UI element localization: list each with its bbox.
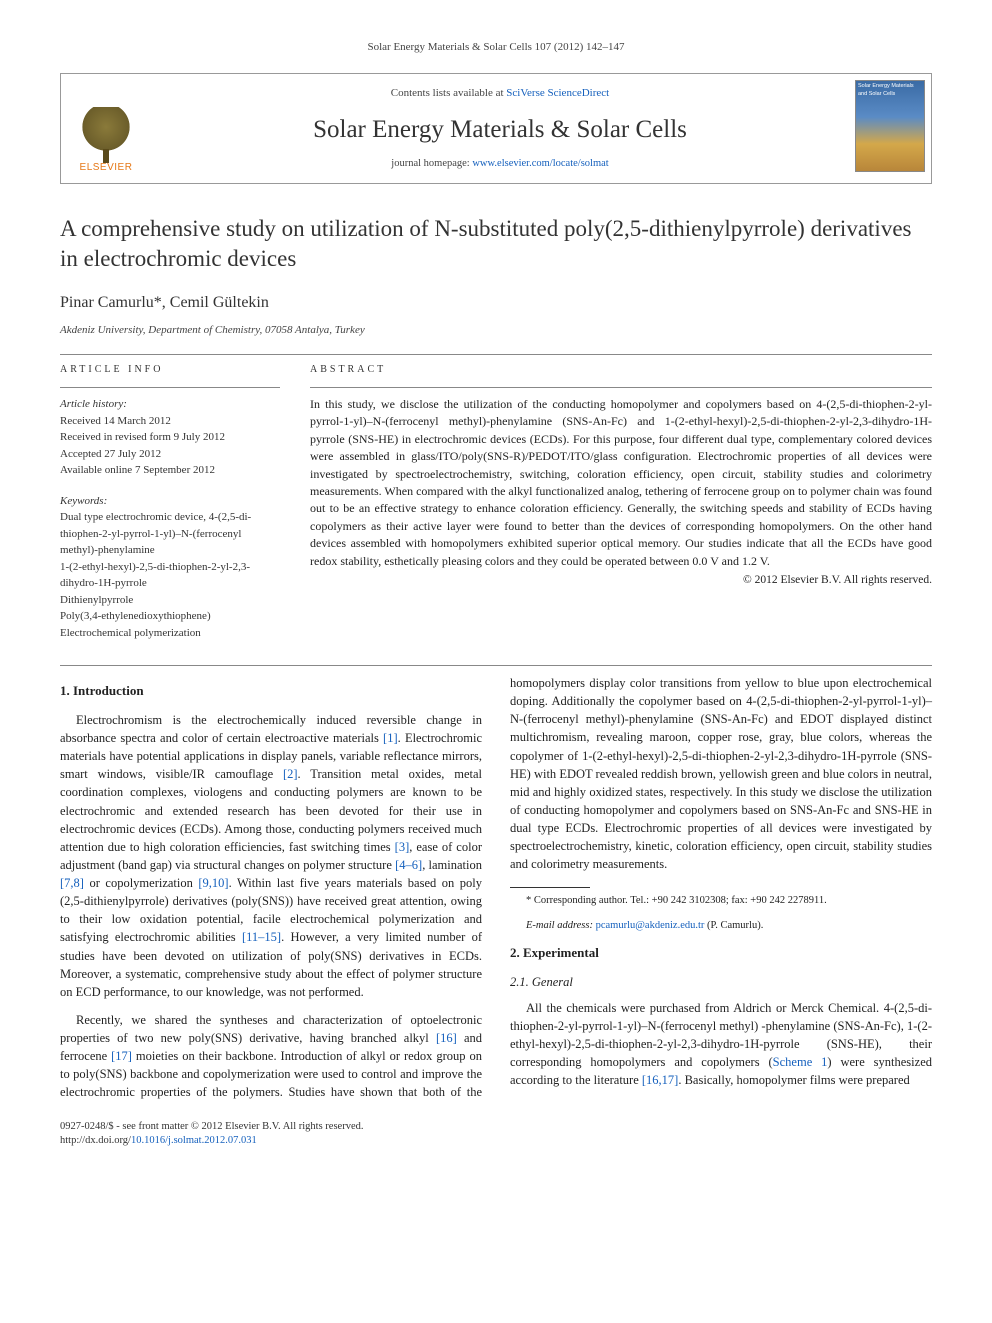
text-run: Recently, we shared the syntheses and ch… bbox=[60, 1013, 482, 1045]
header-center: Contents lists available at SciVerse Sci… bbox=[151, 74, 849, 183]
history-heading: Article history: bbox=[60, 396, 280, 413]
history-online: Available online 7 September 2012 bbox=[60, 462, 280, 479]
keyword: Poly(3,4-ethylenedioxythiophene) bbox=[60, 608, 280, 625]
article-history: Article history: Received 14 March 2012 … bbox=[60, 396, 280, 479]
contents-available-line: Contents lists available at SciVerse Sci… bbox=[161, 86, 839, 101]
citation-link[interactable]: [4–6] bbox=[395, 858, 422, 872]
citation-link[interactable]: [11–15] bbox=[242, 930, 281, 944]
email-label: E-mail address: bbox=[526, 920, 596, 931]
doi-prefix: http://dx.doi.org/ bbox=[60, 1135, 131, 1146]
affiliation: Akdeniz University, Department of Chemis… bbox=[60, 323, 932, 338]
divider bbox=[60, 665, 932, 666]
corresponding-author-footnote: * Corresponding author. Tel.: +90 242 31… bbox=[510, 894, 932, 909]
section-heading-intro: 1. Introduction bbox=[60, 682, 482, 701]
cover-thumb-wrap: Solar Energy Materials and Solar Cells bbox=[849, 74, 931, 183]
history-accepted: Accepted 27 July 2012 bbox=[60, 446, 280, 463]
divider bbox=[60, 387, 280, 388]
email-footnote: E-mail address: pcamurlu@akdeniz.edu.tr … bbox=[510, 919, 932, 934]
citation-link[interactable]: [2] bbox=[283, 767, 298, 781]
citation-link[interactable]: [9,10] bbox=[198, 876, 228, 890]
keyword: Dual type electrochromic device, 4-(2,5-… bbox=[60, 509, 280, 559]
doi-link[interactable]: 10.1016/j.solmat.2012.07.031 bbox=[131, 1135, 257, 1146]
journal-name: Solar Energy Materials & Solar Cells bbox=[161, 112, 839, 147]
publisher-logo-block: ELSEVIER bbox=[61, 74, 151, 183]
body-columns: 1. Introduction Electrochromism is the e… bbox=[60, 674, 932, 1101]
scheme-link[interactable]: Scheme 1 bbox=[773, 1055, 828, 1069]
keyword: Electrochemical polymerization bbox=[60, 625, 280, 642]
citation-link[interactable]: [17] bbox=[111, 1049, 132, 1063]
history-revised: Received in revised form 9 July 2012 bbox=[60, 429, 280, 446]
keywords-block: Keywords: Dual type electrochromic devic… bbox=[60, 493, 280, 642]
article-info-label: ARTICLE INFO bbox=[60, 363, 280, 377]
homepage-line: journal homepage: www.elsevier.com/locat… bbox=[161, 157, 839, 172]
abstract-label: ABSTRACT bbox=[310, 363, 932, 377]
footnote-separator bbox=[510, 887, 590, 888]
meta-abstract-row: ARTICLE INFO Article history: Received 1… bbox=[60, 363, 932, 641]
article-title: A comprehensive study on utilization of … bbox=[60, 214, 932, 274]
divider bbox=[60, 354, 932, 355]
elsevier-tree-icon bbox=[81, 107, 131, 157]
section-heading-experimental: 2. Experimental bbox=[510, 944, 932, 963]
doi-line: http://dx.doi.org/10.1016/j.solmat.2012.… bbox=[60, 1134, 932, 1149]
journal-reference: Solar Energy Materials & Solar Cells 107… bbox=[60, 40, 932, 55]
homepage-link[interactable]: www.elsevier.com/locate/solmat bbox=[472, 158, 608, 169]
page-footer: 0927-0248/$ - see front matter © 2012 El… bbox=[60, 1120, 932, 1149]
text-run: , lamination bbox=[422, 858, 482, 872]
abstract-column: ABSTRACT In this study, we disclose the … bbox=[310, 363, 932, 641]
keyword: 1-(2-ethyl-hexyl)-2,5-di-thiophen-2-yl-2… bbox=[60, 559, 280, 592]
text-run: . Basically, homopolymer films were prep… bbox=[678, 1073, 909, 1087]
history-received: Received 14 March 2012 bbox=[60, 413, 280, 430]
citation-link[interactable]: [16,17] bbox=[642, 1073, 678, 1087]
authors: Pinar Camurlu*, Cemil Gültekin bbox=[60, 292, 932, 314]
subsection-heading-general: 2.1. General bbox=[510, 973, 932, 991]
article-info-column: ARTICLE INFO Article history: Received 1… bbox=[60, 363, 280, 641]
intro-paragraph-1: Electrochromism is the electrochemically… bbox=[60, 711, 482, 1001]
citation-link[interactable]: [16] bbox=[436, 1031, 457, 1045]
journal-cover-icon: Solar Energy Materials and Solar Cells bbox=[855, 80, 925, 172]
keyword: Dithienylpyrrole bbox=[60, 592, 280, 609]
abstract-text: In this study, we disclose the utilizati… bbox=[310, 396, 932, 570]
email-link[interactable]: pcamurlu@akdeniz.edu.tr bbox=[596, 920, 705, 931]
sciencedirect-link[interactable]: SciVerse ScienceDirect bbox=[506, 87, 609, 99]
email-who: (P. Camurlu). bbox=[704, 920, 763, 931]
copyright-line: © 2012 Elsevier B.V. All rights reserved… bbox=[310, 572, 932, 588]
citation-link[interactable]: [1] bbox=[383, 731, 398, 745]
publisher-name: ELSEVIER bbox=[80, 161, 133, 175]
citation-link[interactable]: [7,8] bbox=[60, 876, 84, 890]
text-run: or copolymerization bbox=[84, 876, 198, 890]
homepage-prefix: journal homepage: bbox=[391, 158, 472, 169]
keywords-heading: Keywords: bbox=[60, 493, 280, 510]
citation-link[interactable]: [3] bbox=[395, 840, 410, 854]
divider bbox=[310, 387, 932, 388]
contents-prefix: Contents lists available at bbox=[391, 87, 506, 99]
journal-header: ELSEVIER Contents lists available at Sci… bbox=[60, 73, 932, 184]
experimental-paragraph-1: All the chemicals were purchased from Al… bbox=[510, 999, 932, 1090]
issn-line: 0927-0248/$ - see front matter © 2012 El… bbox=[60, 1120, 932, 1135]
